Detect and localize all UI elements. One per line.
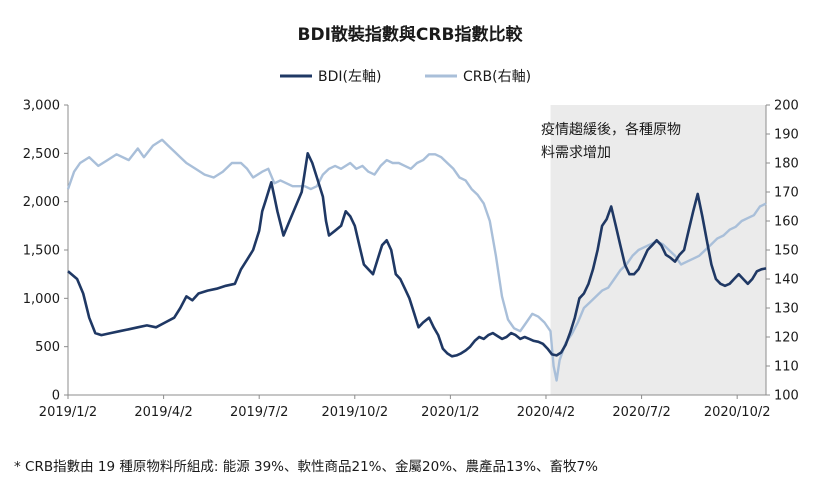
y-right-tick-label: 110: [774, 360, 799, 375]
legend: BDI(左軸) CRB(右軸): [280, 69, 531, 85]
y-right-tick-label: 120: [774, 331, 799, 346]
y-left-tick-label: 2,000: [23, 195, 60, 210]
footnote: * CRB指數由 19 種原物料所組成: 能源 39%、軟性商品21%、金屬20…: [14, 459, 598, 475]
y-left-tick-label: 0: [52, 389, 60, 404]
x-tick-label: 2019/1/2: [39, 405, 97, 420]
y-left-tick-label: 3,000: [23, 99, 60, 114]
x-tick-label: 2019/4/2: [134, 405, 192, 420]
x-tick-label: 2019/10/2: [321, 405, 388, 420]
y-right-tick-label: 100: [774, 389, 799, 404]
y-left-ticks: 0 500 1,000 1,500 2,000 2,500 3,000: [23, 99, 68, 404]
y-right-tick-label: 150: [774, 244, 799, 259]
y-right-tick-label: 180: [774, 157, 799, 172]
y-right-tick-label: 170: [774, 186, 799, 201]
y-left-tick-label: 2,500: [23, 147, 60, 162]
shaded-region: [550, 105, 766, 395]
y-right-tick-label: 190: [774, 128, 799, 143]
chart-title: BDI散裝指數與CRB指數比較: [297, 25, 523, 45]
y-right-tick-label: 130: [774, 302, 799, 317]
y-right-ticks: 100 110 120 130 140 150 160 170 180 190 200: [766, 99, 799, 404]
legend-label-bdi: BDI(左軸): [318, 69, 381, 85]
x-tick-label: 2020/7/2: [612, 405, 670, 420]
series-line-bdi: [67, 152, 767, 358]
y-right-tick-label: 140: [774, 273, 799, 288]
annotation-line-1: 疫情趨緩後，各種原物: [541, 122, 681, 138]
annotation-line-2: 料需求增加: [541, 145, 611, 161]
y-left-tick-label: 500: [35, 340, 60, 355]
x-tick-label: 2019/7/2: [230, 405, 288, 420]
y-left-tick-label: 1,500: [23, 244, 60, 259]
x-tick-label: 2020/10/2: [704, 405, 771, 420]
x-tick-label: 2020/1/2: [421, 405, 479, 420]
x-tick-label: 2020/4/2: [517, 405, 575, 420]
legend-label-crb: CRB(右軸): [463, 69, 531, 85]
y-left-tick-label: 1,000: [23, 292, 60, 307]
y-right-tick-label: 160: [774, 215, 799, 230]
x-ticks: 2019/1/2 2019/4/2 2019/7/2 2019/10/2 2020/1/…: [39, 395, 771, 420]
y-right-tick-label: 200: [774, 99, 799, 114]
